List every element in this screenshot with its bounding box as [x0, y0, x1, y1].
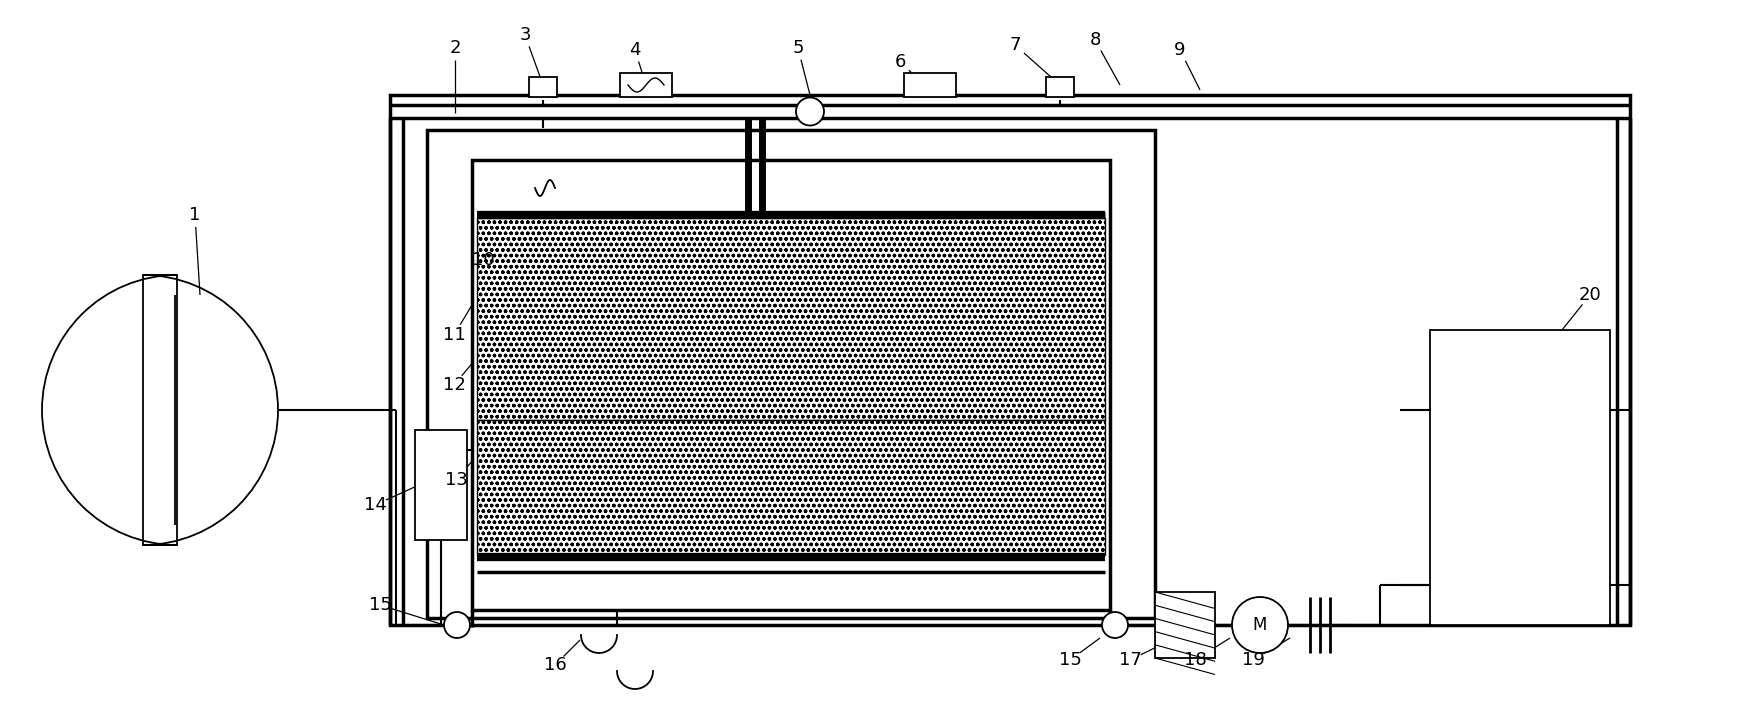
Text: 15: 15 — [369, 596, 392, 614]
Text: 8: 8 — [1089, 31, 1101, 49]
Circle shape — [1232, 597, 1288, 653]
Bar — [530, 77, 558, 97]
Bar — [414, 430, 467, 540]
Text: 19: 19 — [1241, 651, 1264, 669]
Text: 6: 6 — [895, 53, 905, 71]
Bar — [477, 218, 1105, 420]
Text: 18: 18 — [1183, 651, 1206, 669]
Circle shape — [444, 612, 470, 638]
Bar — [477, 420, 1105, 555]
Text: 10: 10 — [472, 251, 495, 269]
Bar — [427, 130, 1155, 618]
Text: 20: 20 — [1578, 286, 1601, 304]
Bar — [1430, 330, 1610, 625]
Text: 5: 5 — [792, 39, 804, 57]
Bar — [904, 73, 956, 97]
Bar — [621, 73, 671, 97]
Text: 9: 9 — [1175, 41, 1185, 59]
Text: 3: 3 — [519, 26, 531, 44]
Text: 11: 11 — [442, 326, 465, 344]
Bar — [472, 160, 1110, 610]
Circle shape — [795, 97, 823, 126]
Text: 1: 1 — [189, 206, 201, 224]
Bar — [143, 275, 177, 545]
Text: 2: 2 — [449, 39, 461, 57]
Bar — [1045, 77, 1073, 97]
Bar — [390, 95, 1629, 625]
Text: 7: 7 — [1009, 36, 1021, 54]
Text: 4: 4 — [629, 41, 642, 59]
Text: 13: 13 — [444, 471, 467, 489]
Bar — [1155, 592, 1215, 658]
Text: 16: 16 — [544, 656, 566, 674]
Circle shape — [1101, 612, 1127, 638]
Text: 14: 14 — [364, 496, 386, 514]
Text: 12: 12 — [442, 376, 465, 394]
Text: 15: 15 — [1059, 651, 1082, 669]
Text: 17: 17 — [1119, 651, 1141, 669]
Text: M: M — [1253, 616, 1267, 634]
